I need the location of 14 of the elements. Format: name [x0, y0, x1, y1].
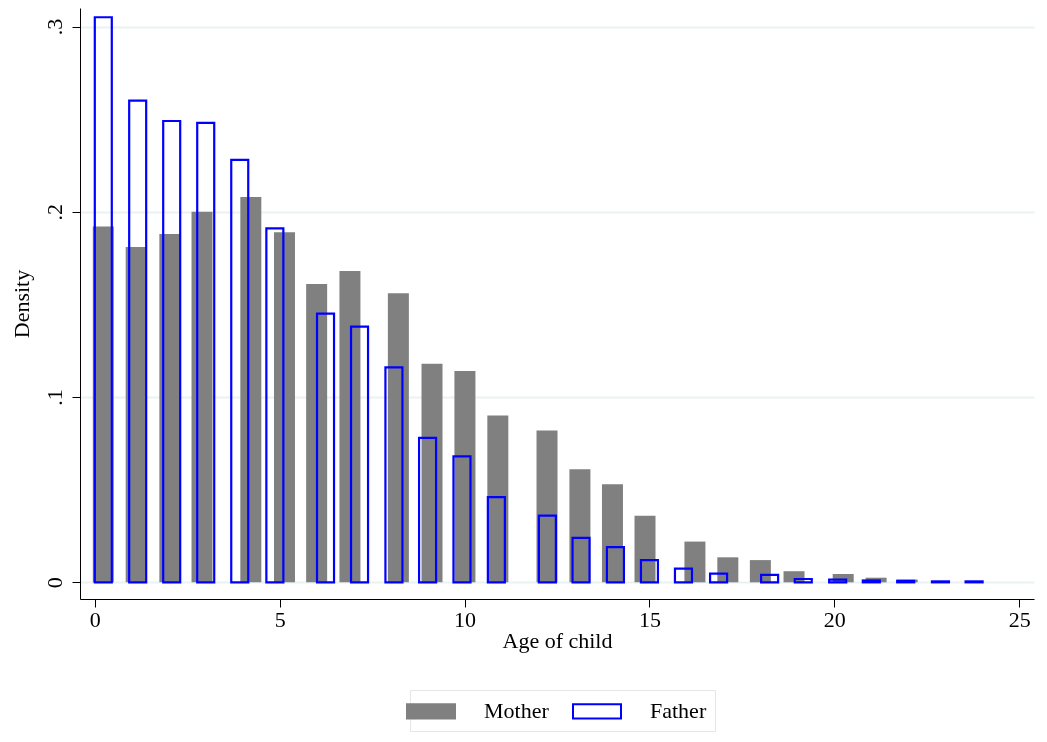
- x-tick-label: 0: [89, 606, 101, 632]
- x-tick-label: 15: [638, 606, 661, 632]
- y-tick-label: .2: [41, 204, 67, 221]
- y-tick-label: .1: [41, 389, 67, 406]
- legend-label: Father: [650, 698, 707, 724]
- x-axis-title: Age of child: [502, 627, 613, 653]
- x-tick-label: 5: [274, 606, 286, 632]
- x-tick-label: 10: [454, 606, 477, 632]
- y-tick-label: .3: [41, 18, 67, 36]
- x-tick-label: 25: [1008, 606, 1031, 632]
- legend-label: Mother: [484, 698, 550, 724]
- x-tick-label: 20: [823, 606, 846, 632]
- y-axis-title: Density: [8, 269, 34, 339]
- y-tick-label: 0: [41, 577, 67, 589]
